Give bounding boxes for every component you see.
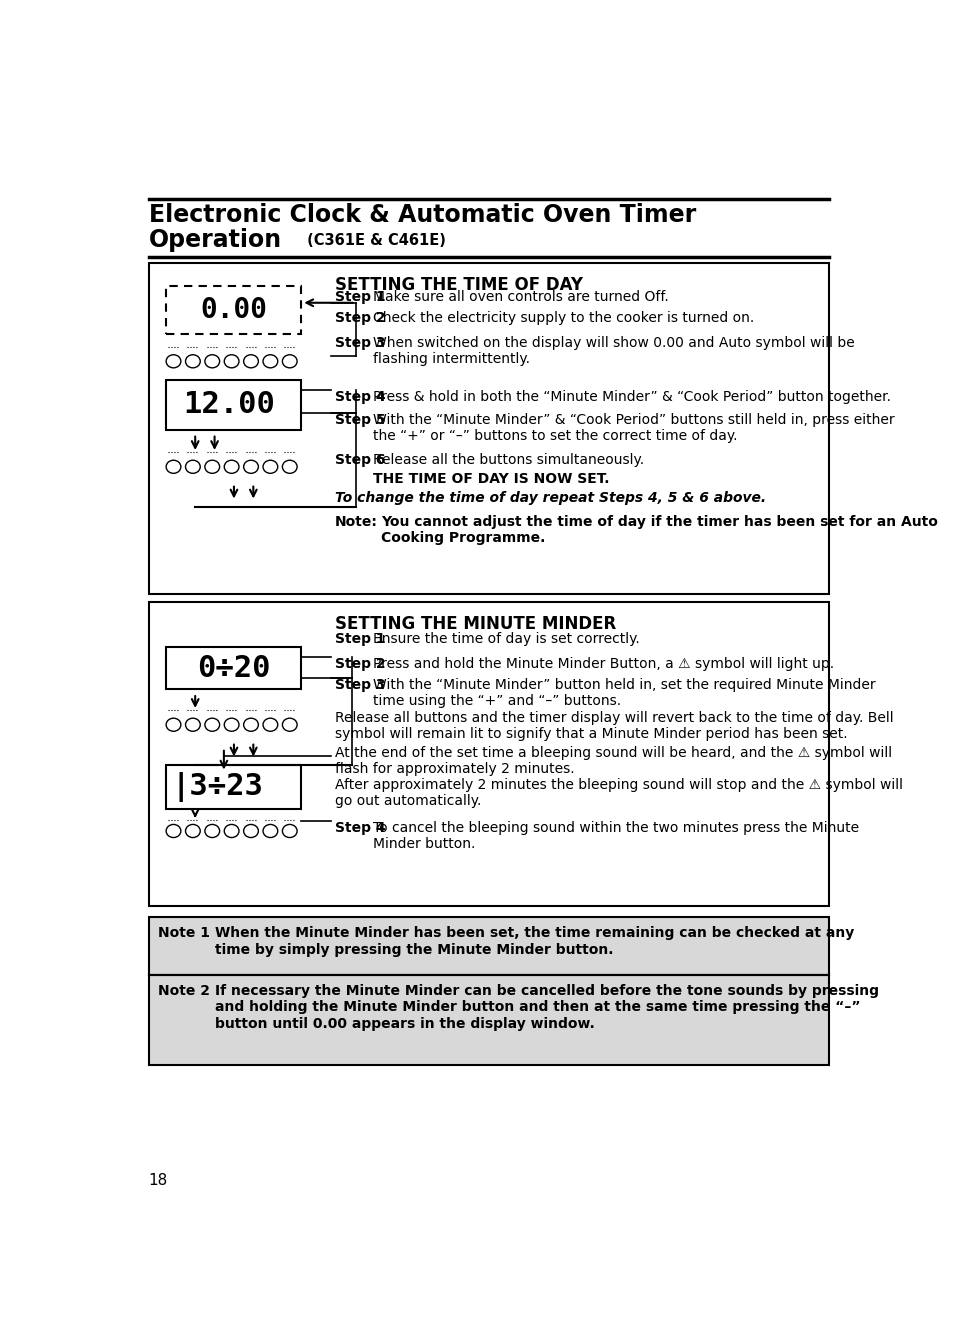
Text: Step 4: Step 4 <box>335 822 385 835</box>
Bar <box>149 918 828 975</box>
Ellipse shape <box>243 460 258 473</box>
Bar <box>166 764 301 810</box>
Ellipse shape <box>205 824 219 838</box>
Ellipse shape <box>166 355 181 367</box>
Ellipse shape <box>243 719 258 731</box>
Text: You cannot adjust the time of day if the timer has been set for an Auto
Cooking : You cannot adjust the time of day if the… <box>381 514 937 545</box>
Ellipse shape <box>263 824 277 838</box>
Ellipse shape <box>224 719 239 731</box>
Text: Note 1: Note 1 <box>158 926 210 941</box>
Text: Step 3: Step 3 <box>335 677 385 692</box>
Ellipse shape <box>263 719 277 731</box>
Ellipse shape <box>205 719 219 731</box>
Text: Press & hold in both the “Minute Minder” & “Cook Period” button together.: Press & hold in both the “Minute Minder”… <box>373 390 890 403</box>
Text: |3÷23: |3÷23 <box>172 772 264 802</box>
Text: When the Minute Minder has been set, the time remaining can be checked at any
ti: When the Minute Minder has been set, the… <box>214 926 853 957</box>
Text: Step 4: Step 4 <box>335 390 385 403</box>
Text: 0.00: 0.00 <box>200 295 267 323</box>
Text: Step 1: Step 1 <box>335 632 385 647</box>
Ellipse shape <box>166 719 181 731</box>
Ellipse shape <box>166 824 181 838</box>
Ellipse shape <box>185 719 200 731</box>
Text: (C361E & C461E): (C361E & C461E) <box>302 234 446 248</box>
Ellipse shape <box>224 460 239 473</box>
Ellipse shape <box>166 460 181 473</box>
Text: Note:: Note: <box>335 514 377 529</box>
Text: To cancel the bleeping sound within the two minutes press the Minute
Minder butt: To cancel the bleeping sound within the … <box>373 822 859 851</box>
Ellipse shape <box>185 460 200 473</box>
Text: Step 2: Step 2 <box>335 311 385 325</box>
Text: Step 3: Step 3 <box>335 335 385 350</box>
Text: When switched on the display will show 0.00 and Auto symbol will be
flashing int: When switched on the display will show 0… <box>373 335 854 366</box>
Ellipse shape <box>282 719 296 731</box>
Text: 0÷20: 0÷20 <box>196 653 270 683</box>
Ellipse shape <box>205 460 219 473</box>
Text: Electronic Clock & Automatic Oven Timer: Electronic Clock & Automatic Oven Timer <box>149 203 696 227</box>
Bar <box>166 379 301 430</box>
Text: At the end of the set time a bleeping sound will be heard, and the ⚠ symbol will: At the end of the set time a bleeping so… <box>335 745 902 808</box>
Ellipse shape <box>224 355 239 367</box>
Text: SETTING THE TIME OF DAY: SETTING THE TIME OF DAY <box>335 275 582 294</box>
Text: Step 1: Step 1 <box>335 290 385 303</box>
Text: 18: 18 <box>149 1173 168 1188</box>
Text: Note 2: Note 2 <box>158 985 210 998</box>
Ellipse shape <box>263 355 277 367</box>
Text: Operation: Operation <box>149 228 281 253</box>
Bar <box>149 975 828 1065</box>
Text: Release all the buttons simultaneously.: Release all the buttons simultaneously. <box>373 453 644 466</box>
Text: Ensure the time of day is set correctly.: Ensure the time of day is set correctly. <box>373 632 639 647</box>
Ellipse shape <box>224 824 239 838</box>
Bar <box>166 647 301 689</box>
Text: Press and hold the Minute Minder Button, a ⚠ symbol will light up.: Press and hold the Minute Minder Button,… <box>373 657 834 671</box>
Ellipse shape <box>243 824 258 838</box>
Bar <box>149 601 828 906</box>
Text: Step 6: Step 6 <box>335 453 385 466</box>
Text: THE TIME OF DAY IS NOW SET.: THE TIME OF DAY IS NOW SET. <box>373 472 609 486</box>
Text: With the “Minute Minder” & “Cook Period” buttons still held in, press either
the: With the “Minute Minder” & “Cook Period”… <box>373 413 894 444</box>
Text: SETTING THE MINUTE MINDER: SETTING THE MINUTE MINDER <box>335 615 616 633</box>
Text: Check the electricity supply to the cooker is turned on.: Check the electricity supply to the cook… <box>373 311 754 325</box>
Ellipse shape <box>185 824 200 838</box>
Bar <box>166 286 301 334</box>
Text: To change the time of day repeat Steps 4, 5 & 6 above.: To change the time of day repeat Steps 4… <box>335 492 765 505</box>
Ellipse shape <box>205 355 219 367</box>
Text: Make sure all oven controls are turned Off.: Make sure all oven controls are turned O… <box>373 290 668 303</box>
Text: Release all buttons and the timer display will revert back to the time of day. B: Release all buttons and the timer displa… <box>335 711 892 741</box>
Text: Step 5: Step 5 <box>335 413 385 428</box>
Ellipse shape <box>185 355 200 367</box>
Bar <box>149 263 828 593</box>
Text: If necessary the Minute Minder can be cancelled before the tone sounds by pressi: If necessary the Minute Minder can be ca… <box>214 985 878 1030</box>
Text: With the “Minute Minder” button held in, set the required Minute Minder
time usi: With the “Minute Minder” button held in,… <box>373 677 875 708</box>
Ellipse shape <box>282 824 296 838</box>
Ellipse shape <box>243 355 258 367</box>
Text: Step 2: Step 2 <box>335 657 385 671</box>
Ellipse shape <box>282 355 296 367</box>
Ellipse shape <box>282 460 296 473</box>
Text: 12.00: 12.00 <box>184 390 275 420</box>
Ellipse shape <box>263 460 277 473</box>
